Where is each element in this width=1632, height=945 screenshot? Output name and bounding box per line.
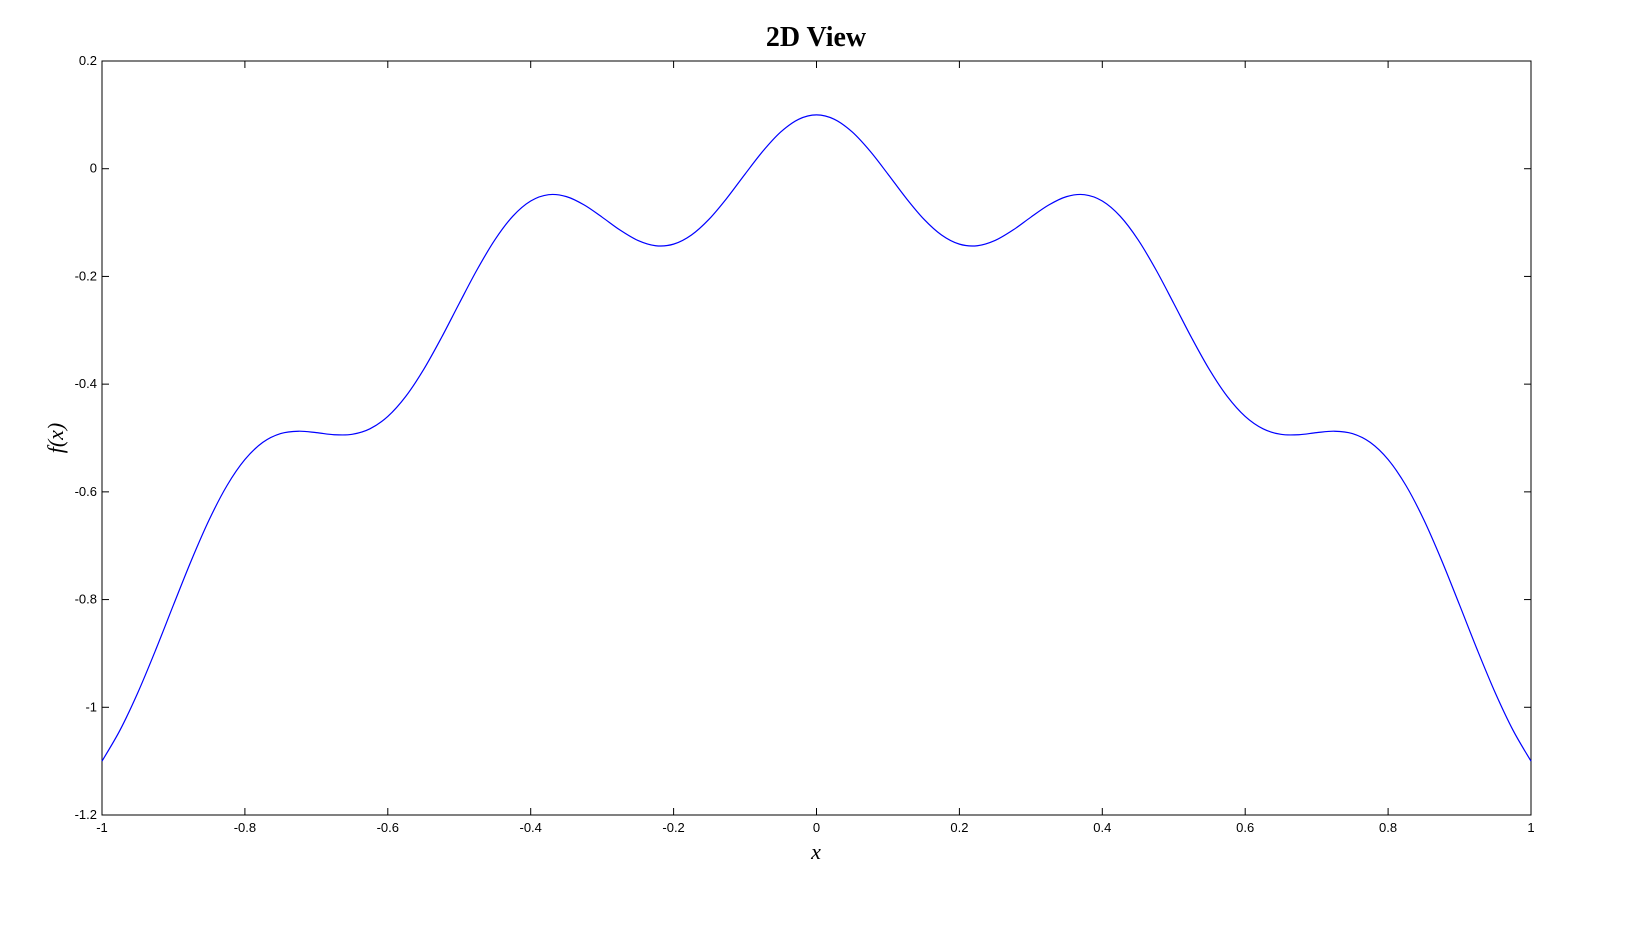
- x-tick-label: -0.8: [234, 820, 256, 835]
- x-axis-label: x: [810, 839, 821, 864]
- x-axis: -1 -0.8 -0.6 -0.4 -0.2 0 0.2 0.4 0.6 0.8 1: [96, 61, 1535, 835]
- x-tick-label: 0: [813, 820, 820, 835]
- y-tick-label: -1.2: [75, 807, 97, 822]
- x-tick-label: 0.6: [1236, 820, 1254, 835]
- y-tick-label: -0.8: [75, 592, 97, 607]
- chart-title: 2D View: [766, 22, 867, 53]
- x-tick-label: 0.2: [950, 820, 968, 835]
- y-axis: -1.2 -1 -0.8 -0.6 -0.4 -0.2 0 0.2: [75, 53, 1531, 822]
- series-line: [101, 114, 1532, 762]
- x-tick-label: -1: [96, 820, 108, 835]
- x-tick-label: 0.4: [1093, 820, 1111, 835]
- x-tick-label: 1: [1527, 820, 1534, 835]
- y-tick-label: -0.4: [75, 376, 97, 391]
- x-tick-label: -0.6: [377, 820, 399, 835]
- x-tick-label: -0.4: [519, 820, 541, 835]
- x-tick-label: -0.2: [662, 820, 684, 835]
- x-tick-label: 0.8: [1379, 820, 1397, 835]
- y-tick-label: 0: [90, 161, 97, 176]
- y-tick-label: 0.2: [79, 53, 97, 68]
- y-tick-label: -1: [85, 699, 97, 714]
- plot-area: [101, 60, 1532, 816]
- y-tick-label: -0.6: [75, 484, 97, 499]
- y-axis-label: f(x): [43, 423, 68, 454]
- y-tick-label: -0.2: [75, 268, 97, 283]
